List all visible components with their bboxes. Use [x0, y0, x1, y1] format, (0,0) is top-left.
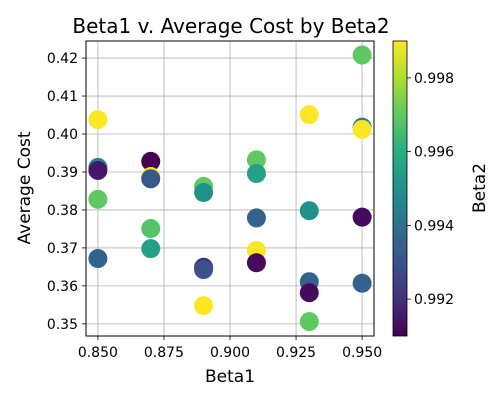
- data-point: [299, 312, 319, 332]
- data-point: [352, 273, 372, 293]
- x-tick-label: 0.925: [276, 345, 316, 361]
- data-point: [246, 253, 266, 273]
- data-point: [141, 219, 161, 239]
- colorbar-tick-label: 0.992: [414, 292, 454, 308]
- y-axis-ticks: 0.35 0.36 0.37 0.38 0.39 0.40 0.41 0.42: [47, 51, 86, 333]
- data-point: [299, 105, 319, 125]
- x-axis-ticks: 0.850 0.875 0.900 0.925 0.950: [78, 336, 382, 361]
- data-point: [352, 207, 372, 227]
- y-tick-label: 0.35: [47, 317, 78, 333]
- data-point: [246, 150, 266, 170]
- y-tick-label: 0.39: [47, 165, 78, 181]
- data-point: [352, 45, 372, 65]
- colorbar-tick-label: 0.996: [414, 145, 454, 161]
- x-tick-label: 0.950: [342, 345, 382, 361]
- data-point: [88, 110, 108, 130]
- grid-lines: [86, 41, 374, 336]
- colorbar-tick-label: 0.994: [414, 218, 454, 234]
- data-point: [246, 164, 266, 184]
- x-axis-label: Beta1: [205, 367, 255, 387]
- x-tick-label: 0.900: [210, 345, 250, 361]
- y-tick-label: 0.41: [47, 89, 78, 105]
- data-point: [194, 182, 214, 202]
- data-point: [246, 208, 266, 228]
- data-point: [88, 189, 108, 209]
- data-point: [141, 169, 161, 189]
- y-tick-label: 0.38: [47, 203, 78, 219]
- data-points: [88, 45, 372, 332]
- y-tick-label: 0.36: [47, 279, 78, 295]
- x-tick-label: 0.850: [78, 345, 118, 361]
- data-point: [88, 160, 108, 180]
- data-point: [352, 119, 372, 139]
- colorbar-label: Beta2: [470, 163, 490, 213]
- data-point: [299, 201, 319, 221]
- data-point: [141, 239, 161, 259]
- colorbar-tick-label: 0.998: [414, 71, 454, 87]
- data-point: [194, 260, 214, 280]
- data-point: [194, 296, 214, 316]
- y-tick-label: 0.40: [47, 127, 78, 143]
- data-point: [141, 151, 161, 171]
- data-point: [299, 283, 319, 303]
- x-tick-label: 0.875: [144, 345, 184, 361]
- colorbar-ticks: 0.992 0.994 0.996 0.998: [407, 71, 454, 308]
- data-point: [88, 249, 108, 269]
- y-axis-label: Average Cost: [15, 131, 35, 244]
- y-tick-label: 0.42: [47, 51, 78, 67]
- y-tick-label: 0.37: [47, 241, 78, 257]
- colorbar: [392, 40, 408, 337]
- chart-title: Beta1 v. Average Cost by Beta2: [72, 14, 389, 38]
